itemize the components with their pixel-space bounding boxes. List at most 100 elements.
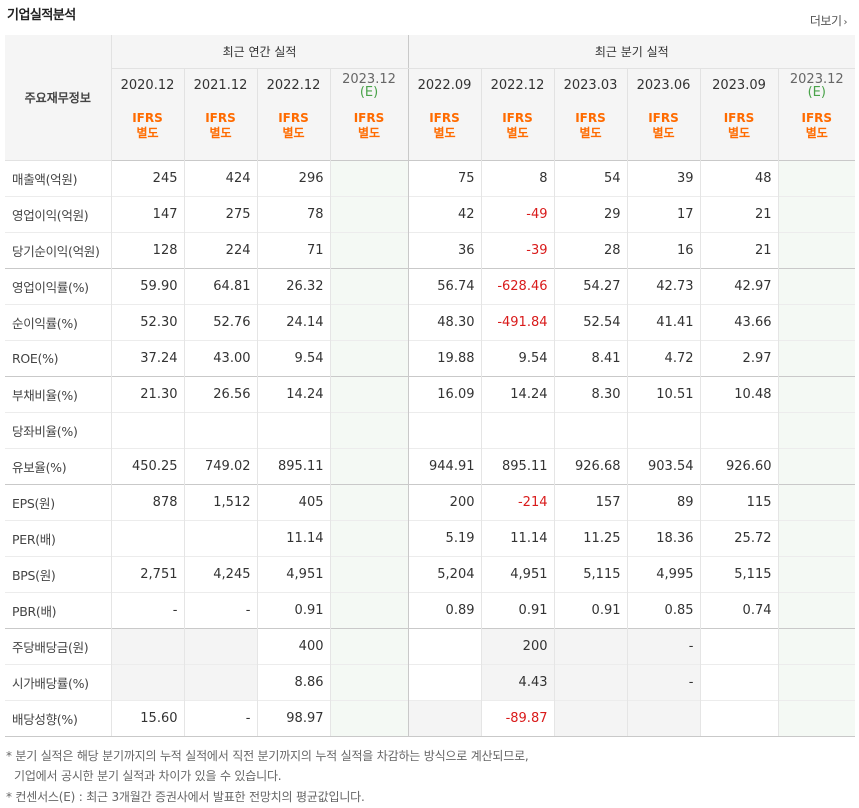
ifrs-header: IFRS 별도 — [626, 101, 700, 161]
ifrs-header: IFRS 별도 — [110, 101, 184, 161]
table-cell: 4.72 — [626, 340, 700, 377]
table-cell: 52.54 — [553, 304, 627, 341]
table-cell — [407, 700, 481, 737]
ifrs-label: IFRS — [205, 111, 236, 125]
financial-table: 주요재무정보 최근 연간 실적 최근 분기 실적 2020.12 2021.12 2… — [5, 35, 856, 737]
table-cell: 78 — [256, 196, 330, 233]
table-row: 시가배당률(%) 8.86 4.43 - — [5, 664, 856, 701]
table-cell: 75 — [407, 160, 481, 197]
ifrs-sub-label: 별도 — [727, 126, 751, 140]
table-cell: 15.60 — [110, 700, 184, 737]
table-cell: 42.73 — [626, 268, 700, 305]
table-cell: 21 — [699, 232, 778, 269]
table-cell: 147 — [110, 196, 184, 233]
ifrs-header: IFRS 별도 — [777, 101, 856, 161]
period-label: 2023.09 — [712, 77, 766, 93]
table-cell — [329, 268, 408, 305]
period-header: 2023.12 (E) — [329, 68, 408, 101]
table-row: BPS(원) 2,751 4,245 4,951 5,204 4,951 5,115 4,99… — [5, 556, 856, 593]
table-cell: 59.90 — [110, 268, 184, 305]
table-cell — [553, 700, 627, 737]
row-label: 당기순이익(억원) — [5, 232, 111, 269]
row-label: 영업이익(억원) — [5, 196, 111, 233]
ifrs-header: IFRS 별도 — [553, 101, 627, 161]
table-cell — [553, 412, 627, 449]
period-label: 2023.12 — [789, 71, 844, 87]
ifrs-label: IFRS — [723, 111, 755, 125]
note-3: * 컨센서스(E) : 최근 3개월간 증권사에서 발표한 전망치의 평균값입니… — [6, 790, 365, 804]
table-cell — [407, 628, 481, 665]
period-label: 2022.12 — [490, 77, 545, 93]
table-cell: 224 — [183, 232, 257, 269]
table-cell: -39 — [480, 232, 554, 269]
ifrs-label: IFRS — [353, 111, 385, 125]
more-link[interactable]: 더보기 › — [809, 12, 848, 29]
more-label[interactable]: 더보기 — [809, 14, 842, 28]
table-cell: 10.48 — [699, 376, 778, 413]
ifrs-sub-label: 별도 — [357, 126, 381, 140]
row-label: 시가배당률(%) — [5, 664, 111, 701]
table-row: ROE(%) 37.24 43.00 9.54 19.88 9.54 8.41 4.72 2.9… — [5, 340, 856, 377]
table-cell — [329, 556, 408, 593]
ifrs-header: IFRS 별도 — [699, 101, 778, 161]
table-cell — [626, 412, 700, 449]
period-header: 2020.12 — [110, 68, 184, 101]
ifrs-header: IFRS 별도 — [183, 101, 257, 161]
table-cell — [553, 628, 627, 665]
table-cell — [329, 160, 408, 197]
table-cell: -491.84 — [480, 304, 554, 341]
ifrs-sub-label: 별도 — [136, 126, 159, 140]
table-cell — [777, 556, 856, 593]
table-cell — [777, 664, 856, 701]
ifrs-header: IFRS 별도 — [480, 101, 554, 161]
table-cell — [329, 232, 408, 269]
table-cell: 8.41 — [553, 340, 627, 377]
ifrs-label: IFRS — [648, 111, 679, 125]
ifrs-label: IFRS — [132, 111, 163, 125]
table-cell — [777, 628, 856, 665]
table-cell: 89 — [626, 484, 700, 521]
table-cell: 36 — [407, 232, 481, 269]
ifrs-header: IFRS 별도 — [329, 101, 408, 161]
table-cell: 296 — [256, 160, 330, 197]
table-cell: 9.54 — [256, 340, 330, 377]
group-header-annual: 최근 연간 실적 — [110, 35, 408, 69]
table-row: 당좌비율(%) — [5, 412, 856, 449]
table-cell: 11.25 — [553, 520, 627, 557]
group-header-quarterly: 최근 분기 실적 — [407, 35, 856, 69]
table-cell: - — [183, 700, 257, 737]
table-cell — [329, 520, 408, 557]
ifrs-sub-label: 별도 — [805, 126, 828, 140]
section-title: 기업실적분석 — [7, 8, 76, 23]
estimate-marker: (E) — [807, 84, 826, 100]
table-cell: 400 — [256, 628, 330, 665]
table-cell — [407, 412, 481, 449]
ifrs-header: IFRS 별도 — [407, 101, 481, 161]
table-cell: 42.97 — [699, 268, 778, 305]
table-row: 배당성향(%) 15.60-98.97 -89.87 — [5, 700, 856, 737]
table-cell: 54 — [553, 160, 627, 197]
ifrs-sub-label: 별도 — [433, 126, 456, 140]
table-cell: 926.60 — [699, 448, 778, 485]
table-cell: 24.14 — [256, 304, 330, 341]
chevron-right-icon: › — [843, 17, 848, 28]
table-row: 주당배당금(원) 400 200 - — [5, 628, 856, 665]
period-label: 2020.12 — [120, 77, 175, 93]
ifrs-label: IFRS — [575, 111, 606, 125]
table-row: PER(배) 11.14 5.19 11.14 11.25 18.36 25.72 — [5, 520, 856, 557]
table-cell: 0.91 — [480, 592, 554, 629]
table-cell — [183, 520, 257, 557]
table-cell — [110, 628, 184, 665]
row-label: 유보율(%) — [5, 448, 111, 485]
period-header: 2022.12 — [256, 68, 330, 101]
ifrs-sub-label: 별도 — [209, 126, 232, 140]
table-cell — [183, 628, 257, 665]
table-cell: 43.66 — [699, 304, 778, 341]
table-cell — [329, 592, 408, 629]
table-cell: 4,951 — [480, 556, 554, 593]
ifrs-label: IFRS — [429, 111, 460, 125]
table-cell: 245 — [110, 160, 184, 197]
period-header: 2023.06 — [626, 68, 700, 101]
table-cell: 21 — [699, 196, 778, 233]
table-cell — [329, 412, 408, 449]
